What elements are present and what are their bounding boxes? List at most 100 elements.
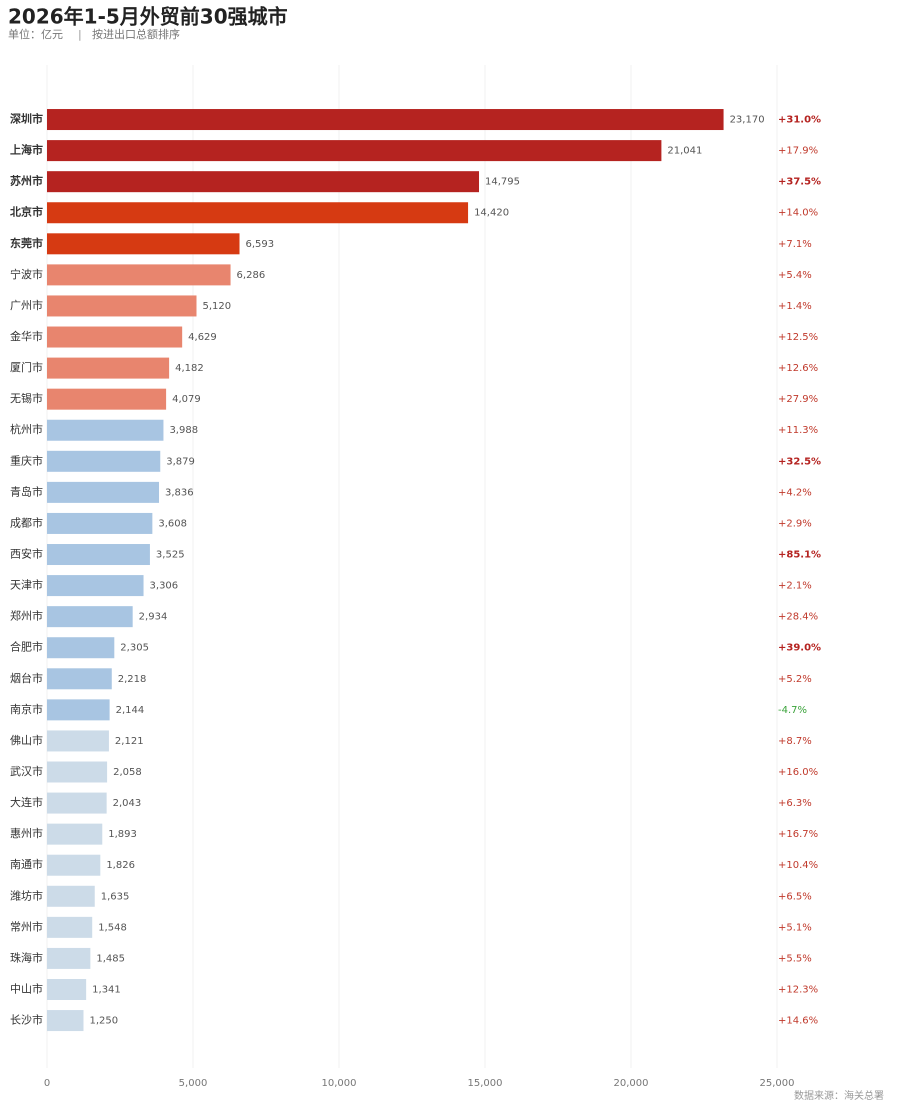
value-label: 6,286	[237, 270, 266, 281]
growth-label: +11.3%	[778, 425, 818, 436]
bar	[47, 357, 170, 379]
y-tick-label: 天津市	[10, 578, 43, 592]
value-label: 1,635	[101, 891, 130, 902]
y-tick-label: 长沙市	[10, 1013, 43, 1027]
growth-label: +28.4%	[778, 612, 818, 623]
subtitle: 单位：亿元	[8, 27, 63, 41]
growth-label: +32.5%	[778, 456, 821, 467]
bar	[47, 575, 144, 597]
value-label: 23,170	[730, 115, 765, 126]
value-label: 1,250	[90, 1016, 119, 1027]
growth-label: +6.5%	[778, 891, 812, 902]
y-tick-label: 成都市	[10, 515, 43, 529]
value-label: 4,182	[175, 363, 204, 374]
y-tick-label: 深圳市	[10, 112, 43, 126]
value-label: 2,043	[113, 798, 142, 809]
bar	[47, 295, 197, 317]
bar	[47, 885, 95, 907]
value-label: 2,058	[113, 767, 142, 778]
growth-label: +39.0%	[778, 643, 821, 654]
bar	[47, 947, 91, 969]
bar	[47, 512, 153, 534]
value-label: 1,485	[96, 953, 125, 964]
value-label: 1,341	[92, 984, 121, 995]
y-tick-label: 常州市	[10, 919, 43, 933]
bar	[47, 481, 160, 503]
bar	[47, 761, 108, 783]
growth-label: +2.1%	[778, 581, 812, 592]
x-tick-label: 5,000	[179, 1078, 208, 1089]
value-label: 4,629	[188, 332, 217, 343]
value-label: 3,608	[158, 518, 187, 529]
growth-label: -4.7%	[778, 705, 807, 716]
bar	[47, 233, 240, 255]
bar	[47, 140, 662, 162]
y-tick-label: 南京市	[10, 702, 43, 716]
value-label: 2,121	[115, 736, 144, 747]
y-tick-label: 烟台市	[10, 671, 43, 685]
value-label: 3,988	[169, 425, 198, 436]
bar	[47, 637, 115, 659]
value-label: 1,548	[98, 922, 127, 933]
bar	[47, 450, 161, 472]
y-tick-label: 西安市	[10, 547, 43, 561]
y-tick-label: 厦门市	[10, 360, 43, 374]
value-label: 2,305	[120, 643, 149, 654]
growth-label: +5.1%	[778, 922, 812, 933]
bar	[47, 419, 164, 441]
value-label: 1,826	[106, 860, 135, 871]
y-tick-label: 南通市	[10, 857, 43, 871]
growth-label: +37.5%	[778, 177, 821, 188]
growth-label: +10.4%	[778, 860, 818, 871]
source: 数据来源：海关总署	[794, 1089, 884, 1102]
growth-label: +12.5%	[778, 332, 818, 343]
growth-label: +31.0%	[778, 115, 821, 126]
y-tick-label: 珠海市	[10, 950, 43, 964]
y-tick-label: 东莞市	[10, 236, 43, 250]
growth-label: +8.7%	[778, 736, 812, 747]
y-tick-label: 潍坊市	[10, 888, 43, 902]
growth-label: +14.6%	[778, 1016, 818, 1027]
y-tick-label: 无锡市	[10, 391, 43, 405]
value-label: 14,795	[485, 177, 520, 188]
bar	[47, 668, 112, 690]
y-tick-label: 郑州市	[10, 609, 43, 623]
subtitle: 按进出口总额排序	[92, 27, 180, 41]
bar	[47, 916, 93, 938]
bar	[47, 606, 133, 628]
y-tick-label: 武汉市	[10, 764, 43, 778]
growth-label: +5.2%	[778, 674, 812, 685]
bar	[47, 171, 480, 193]
y-tick-label: 青岛市	[10, 484, 43, 498]
y-tick-label: 宁波市	[10, 267, 43, 281]
bar	[47, 264, 231, 286]
y-tick-label: 金华市	[10, 329, 43, 343]
bar	[47, 544, 150, 566]
bar	[47, 823, 103, 845]
value-label: 5,120	[203, 301, 232, 312]
y-tick-label: 中山市	[10, 981, 43, 995]
growth-label: +5.5%	[778, 953, 812, 964]
y-tick-label: 大连市	[10, 795, 43, 809]
x-tick-label: 15,000	[468, 1078, 503, 1089]
growth-label: +14.0%	[778, 208, 818, 219]
growth-label: +1.4%	[778, 301, 812, 312]
x-tick-label: 0	[44, 1078, 50, 1089]
bar	[47, 326, 183, 348]
value-label: 1,893	[108, 829, 137, 840]
value-label: 14,420	[474, 208, 509, 219]
y-tick-label: 上海市	[10, 143, 43, 157]
growth-label: +2.9%	[778, 518, 812, 529]
value-label: 6,593	[246, 239, 275, 250]
chart-title: 2026年1-5月外贸前30强城市	[8, 5, 288, 29]
y-tick-label: 苏州市	[10, 174, 43, 188]
y-tick-label: 杭州市	[10, 422, 43, 436]
x-tick-label: 10,000	[322, 1078, 357, 1089]
y-tick-label: 合肥市	[10, 640, 43, 654]
value-label: 2,218	[118, 674, 147, 685]
growth-label: +27.9%	[778, 394, 818, 405]
bar	[47, 730, 109, 752]
bar	[47, 202, 469, 224]
bar	[47, 109, 724, 131]
value-label: 2,144	[116, 705, 145, 716]
